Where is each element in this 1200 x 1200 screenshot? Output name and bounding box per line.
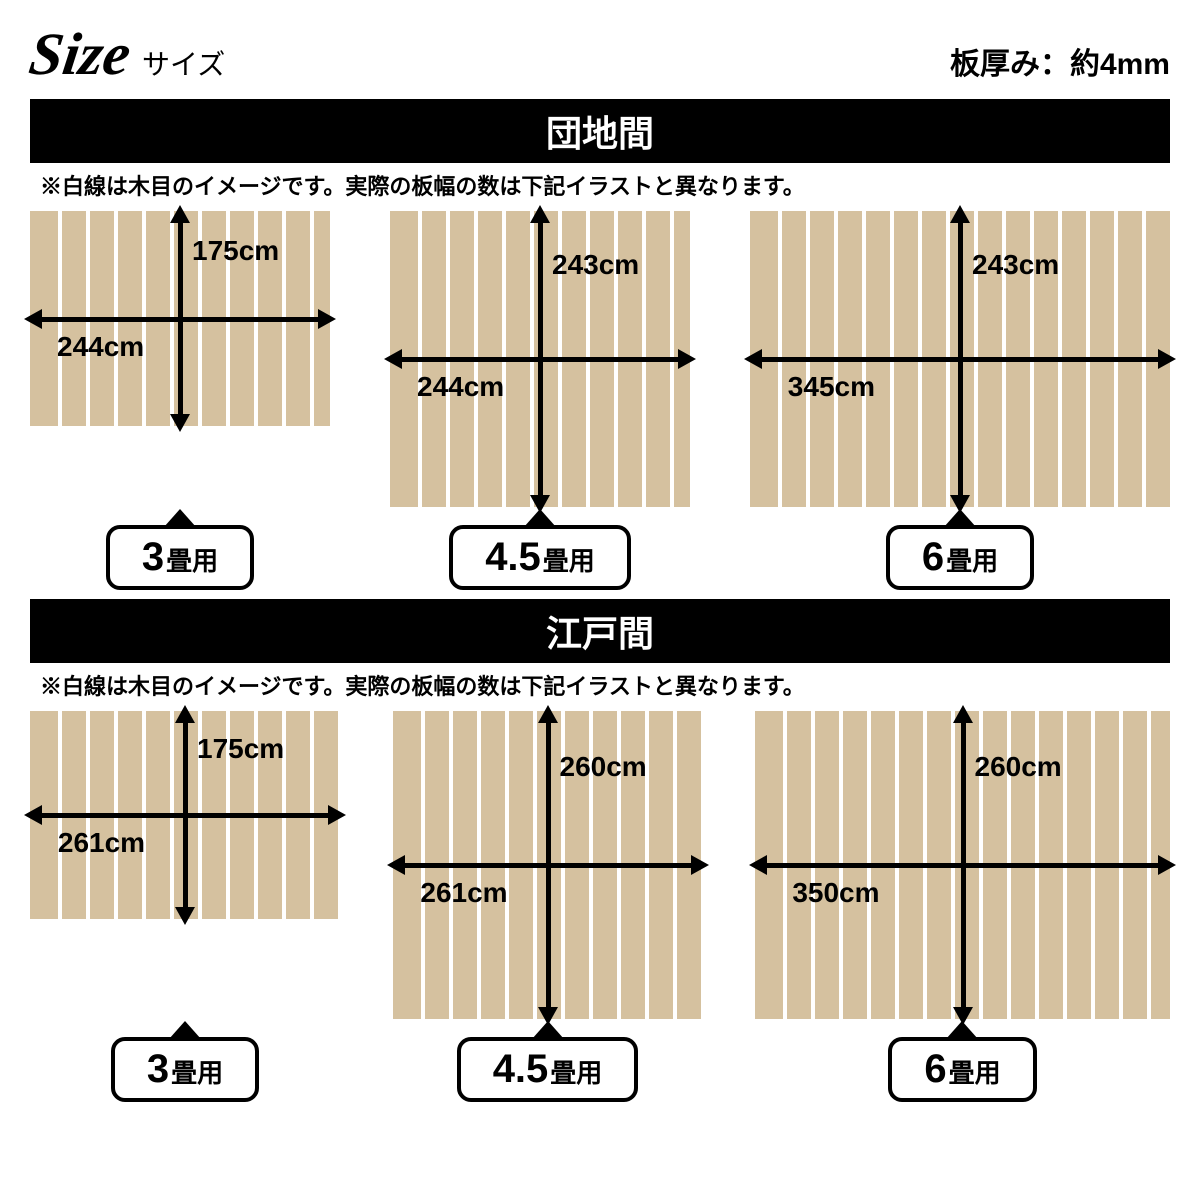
callout-notch-icon [950, 1025, 974, 1039]
section-note: ※白線は木目のイメージです。実際の板幅の数は下記イラストと異なります。 [30, 169, 1170, 201]
mat-rect [750, 211, 1170, 507]
mat-rect [30, 211, 330, 426]
sections-container: 団地間 ※白線は木目のイメージです。実際の板幅の数は下記イラストと異なります。 17… [30, 99, 1170, 1095]
size-pill: 3畳用 [106, 525, 254, 590]
pill-number: 3 [142, 535, 164, 580]
callout-notch-icon [948, 513, 972, 527]
mats-row: 175cm244cm3畳用243cm244cm4.5畳用243cm345cm6畳… [30, 211, 1170, 583]
callout-notch-icon [173, 1025, 197, 1039]
size-pill: 6畳用 [888, 1037, 1036, 1102]
pill-suffix: 畳用 [166, 541, 218, 578]
pill-number: 6 [922, 535, 944, 580]
thickness-label: 板厚み：約4mm [950, 39, 1170, 83]
pill-number: 6 [924, 1047, 946, 1092]
mat-rect [30, 711, 340, 919]
mat-block: 243cm244cm4.5畳用 [390, 211, 690, 583]
pill-suffix: 畳用 [946, 541, 998, 578]
mat-block: 175cm261cm3畳用 [30, 711, 340, 1095]
mats-row: 175cm261cm3畳用260cm261cm4.5畳用260cm350cm6畳… [30, 711, 1170, 1095]
size-pill: 4.5畳用 [457, 1037, 639, 1102]
mat-rect [390, 211, 690, 507]
size-title-en: Size [25, 20, 135, 89]
pill-number: 3 [147, 1047, 169, 1092]
size-pill: 3畳用 [111, 1037, 259, 1102]
section-title: 団地間 [30, 99, 1170, 163]
pill-suffix: 畳用 [949, 1053, 1001, 1090]
callout-notch-icon [168, 513, 192, 527]
mat-block: 260cm261cm4.5畳用 [393, 711, 703, 1095]
header: Size サイズ 板厚み：約4mm [30, 20, 1170, 89]
pill-suffix: 畳用 [550, 1053, 602, 1090]
section-title: 江戸間 [30, 599, 1170, 663]
mat-block: 260cm350cm6畳用 [755, 711, 1170, 1095]
section-note: ※白線は木目のイメージです。実際の板幅の数は下記イラストと異なります。 [30, 669, 1170, 701]
pill-number: 4.5 [493, 1047, 549, 1092]
callout-notch-icon [536, 1025, 560, 1039]
mat-block: 243cm345cm6畳用 [750, 211, 1170, 583]
size-pill: 6畳用 [886, 525, 1034, 590]
callout-notch-icon [528, 513, 552, 527]
mat-rect [755, 711, 1170, 1019]
mat-rect [393, 711, 703, 1019]
pill-suffix: 畳用 [543, 541, 595, 578]
header-left: Size サイズ [30, 20, 225, 89]
pill-suffix: 畳用 [171, 1053, 223, 1090]
pill-number: 4.5 [485, 535, 541, 580]
size-pill: 4.5畳用 [449, 525, 631, 590]
mat-block: 175cm244cm3畳用 [30, 211, 330, 583]
size-title-jp: サイズ [142, 43, 225, 83]
